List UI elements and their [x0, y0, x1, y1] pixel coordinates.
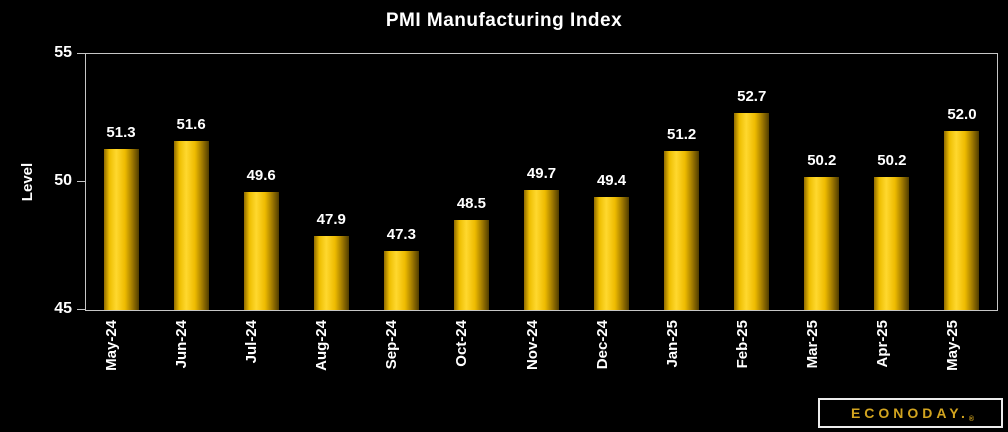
x-tick-label-May-25: May-25: [943, 320, 961, 371]
y-tick-mark-50: [77, 181, 85, 182]
y-axis-label: Level: [19, 162, 36, 202]
econoday-logo: ECONODAY. ®: [818, 398, 1003, 428]
bar-Jul-24: [243, 192, 279, 310]
x-tick-label-Sep-24: Sep-24: [383, 320, 401, 370]
registered-trademark-icon: ®: [968, 416, 975, 423]
bar-Oct-24: [453, 220, 489, 310]
econoday-logo-text: ECONODAY.: [850, 405, 969, 421]
y-tick-mark-55: [77, 53, 85, 54]
bar-Feb-25: [734, 113, 770, 310]
bar-value-label-Dec-24: 49.4: [596, 172, 627, 189]
bar-value-label-Oct-24: 48.5: [456, 195, 487, 212]
x-tick-label-Apr-25: Apr-25: [873, 320, 891, 368]
bar-Apr-25: [874, 177, 910, 310]
bar-value-label-May-24: 51.3: [106, 124, 136, 141]
bar-value-label-Aug-24: 47.9: [316, 211, 346, 228]
bar-value-label-Apr-25: 50.2: [877, 152, 907, 169]
x-tick-label-Jul-24: Jul-24: [243, 320, 261, 364]
y-tick-label-50: 50: [54, 172, 72, 189]
x-tick-label-Mar-25: Mar-25: [803, 320, 821, 369]
x-tick-label-Oct-24: Oct-24: [453, 320, 471, 367]
bar-value-label-May-25: 52.0: [947, 106, 977, 123]
x-tick-label-May-24: May-24: [103, 320, 121, 371]
bar-Mar-25: [804, 177, 840, 310]
bar-Dec-24: [594, 197, 630, 310]
chart-title: PMI Manufacturing Index: [385, 10, 623, 31]
x-tick-label-Dec-24: Dec-24: [593, 320, 611, 370]
x-tick-label-Jan-25: Jan-25: [663, 320, 681, 368]
y-tick-label-45: 45: [54, 300, 72, 317]
x-tick-label-Nov-24: Nov-24: [523, 320, 541, 371]
bar-value-label-Jun-24: 51.6: [176, 116, 206, 133]
plot-area: 51.3 51.6 49.6 47.9 47.3 48.5 49.7 49.4 51.2 52.7…: [85, 53, 998, 311]
bar-Jun-24: [173, 141, 209, 310]
bar-value-label-Mar-25: 50.2: [807, 152, 837, 169]
bar-May-25: [944, 131, 980, 310]
bar-Aug-24: [313, 236, 349, 310]
bar-Jan-25: [664, 151, 700, 310]
y-tick-label-55: 55: [54, 44, 72, 61]
y-tick-mark-45: [77, 309, 85, 310]
bar-May-24: [103, 149, 139, 310]
bar-value-label-Nov-24: 49.7: [526, 165, 557, 182]
bar-value-label-Feb-25: 52.7: [737, 88, 767, 105]
x-tick-label-Aug-24: Aug-24: [313, 320, 331, 371]
bar-value-label-Jul-24: 49.6: [246, 167, 276, 184]
x-tick-label-Feb-25: Feb-25: [733, 320, 751, 369]
bar-Nov-24: [524, 190, 559, 310]
x-tick-label-Jun-24: Jun-24: [173, 320, 191, 369]
bar-value-label-Jan-25: 51.2: [667, 126, 697, 143]
bar-value-label-Sep-24: 47.3: [386, 226, 416, 243]
bar-Sep-24: [383, 251, 419, 310]
